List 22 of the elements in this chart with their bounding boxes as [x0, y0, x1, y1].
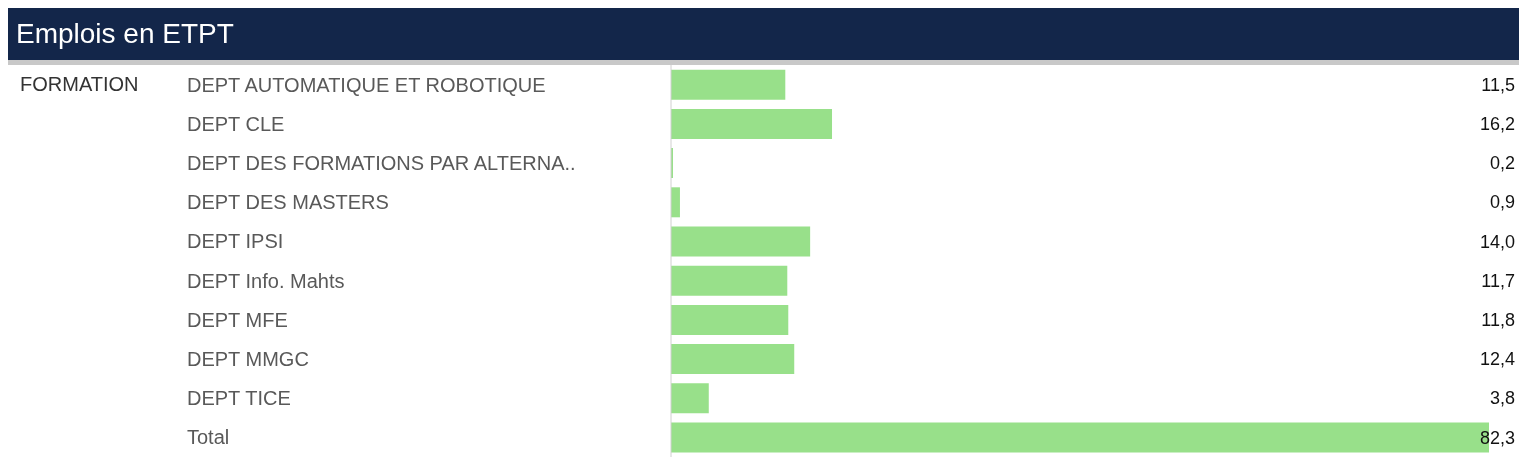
y-tick-label: DEPT IPSI — [187, 230, 284, 253]
data-label: 16,2 — [1479, 113, 1515, 134]
data-label: 14,0 — [1479, 231, 1515, 252]
data-label: 11,5 — [1481, 74, 1515, 95]
text: Emplois en ETPT — [8, 8, 1519, 65]
y-tick-label: Total — [187, 426, 230, 449]
y-tick-label: DEPT Info. Mahts — [187, 269, 345, 292]
data-label: 11,7 — [1481, 270, 1515, 291]
y-tick-label: DEPT DES MASTERS — [187, 191, 389, 214]
y-tick-label: DEPT MFE — [187, 308, 288, 331]
data-label: 12,4 — [1479, 349, 1515, 370]
y-tick-label: DEPT TICE — [187, 387, 291, 410]
text: FORMATION — [20, 73, 139, 96]
data-label: 82,3 — [1479, 427, 1515, 448]
y-tick-label: DEPT AUTOMATIQUE ET ROBOTIQUE — [187, 73, 546, 96]
y-tick-label: DEPT MMGC — [187, 348, 309, 370]
data-label: 0,9 — [1489, 192, 1515, 213]
data-label: 0,2 — [1489, 153, 1515, 174]
y-tick-label: DEPT CLE — [187, 112, 285, 135]
y-tick-label: DEPT DES FORMATIONS PAR ALTERNA.. — [187, 152, 576, 174]
data-label: 3,8 — [1489, 388, 1515, 409]
data-label: 11,8 — [1481, 309, 1515, 330]
